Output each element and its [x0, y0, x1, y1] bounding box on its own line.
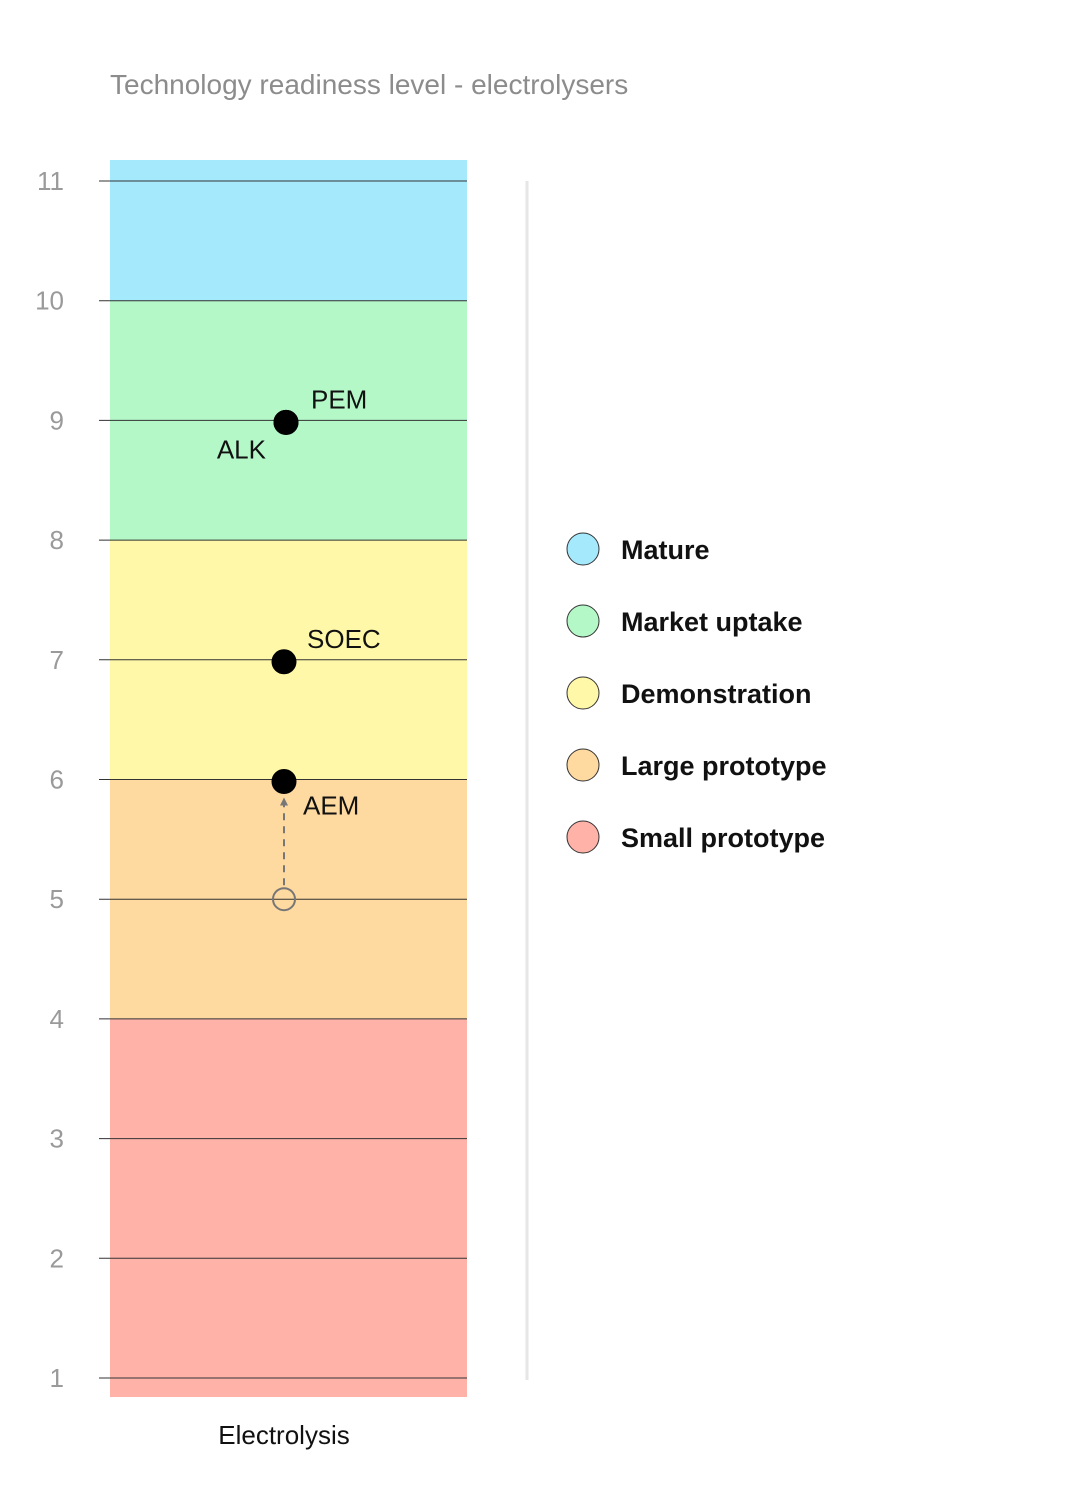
legend-swatch: [566, 532, 600, 566]
y-tick-label: 1: [50, 1363, 64, 1393]
previous-point-aem: [272, 887, 296, 912]
chart-title: Technology readiness level - electrolyse…: [110, 69, 628, 100]
y-tick-label: 4: [50, 1004, 64, 1034]
y-tick-label: 7: [50, 645, 64, 675]
legend-swatch: [566, 604, 600, 638]
legend-label: Mature: [621, 535, 710, 565]
y-tick-label: 10: [35, 286, 64, 316]
legend-label: Market uptake: [621, 607, 803, 637]
point-soec: [271, 649, 297, 675]
legend-swatch: [566, 748, 600, 782]
y-tick-label: 9: [50, 405, 64, 435]
y-tick-label: 8: [50, 525, 64, 555]
arrowhead-icon: [280, 797, 288, 806]
legend-swatch: [566, 676, 600, 710]
point-label-alk: ALK: [217, 434, 267, 464]
legend-label: Demonstration: [621, 679, 812, 709]
point-alk: [273, 409, 299, 435]
legend-label: Large prototype: [621, 751, 827, 781]
point-label-pem: PEM: [311, 384, 367, 414]
legend-swatch: [566, 820, 600, 854]
x-axis-label: Electrolysis: [218, 1420, 349, 1450]
y-tick-label: 11: [37, 166, 64, 196]
y-tick-label: 6: [50, 765, 64, 795]
band-mature: [110, 160, 467, 301]
y-tick-label: 2: [50, 1243, 64, 1273]
band-small-prototype: [110, 1018, 467, 1397]
y-tick-label: 3: [50, 1124, 64, 1154]
point-label-aem: AEM: [303, 791, 359, 821]
y-tick-label: 5: [50, 884, 64, 914]
legend-label: Small prototype: [621, 823, 825, 853]
point-aem: [271, 769, 297, 794]
point-label-soec: SOEC: [307, 624, 381, 654]
